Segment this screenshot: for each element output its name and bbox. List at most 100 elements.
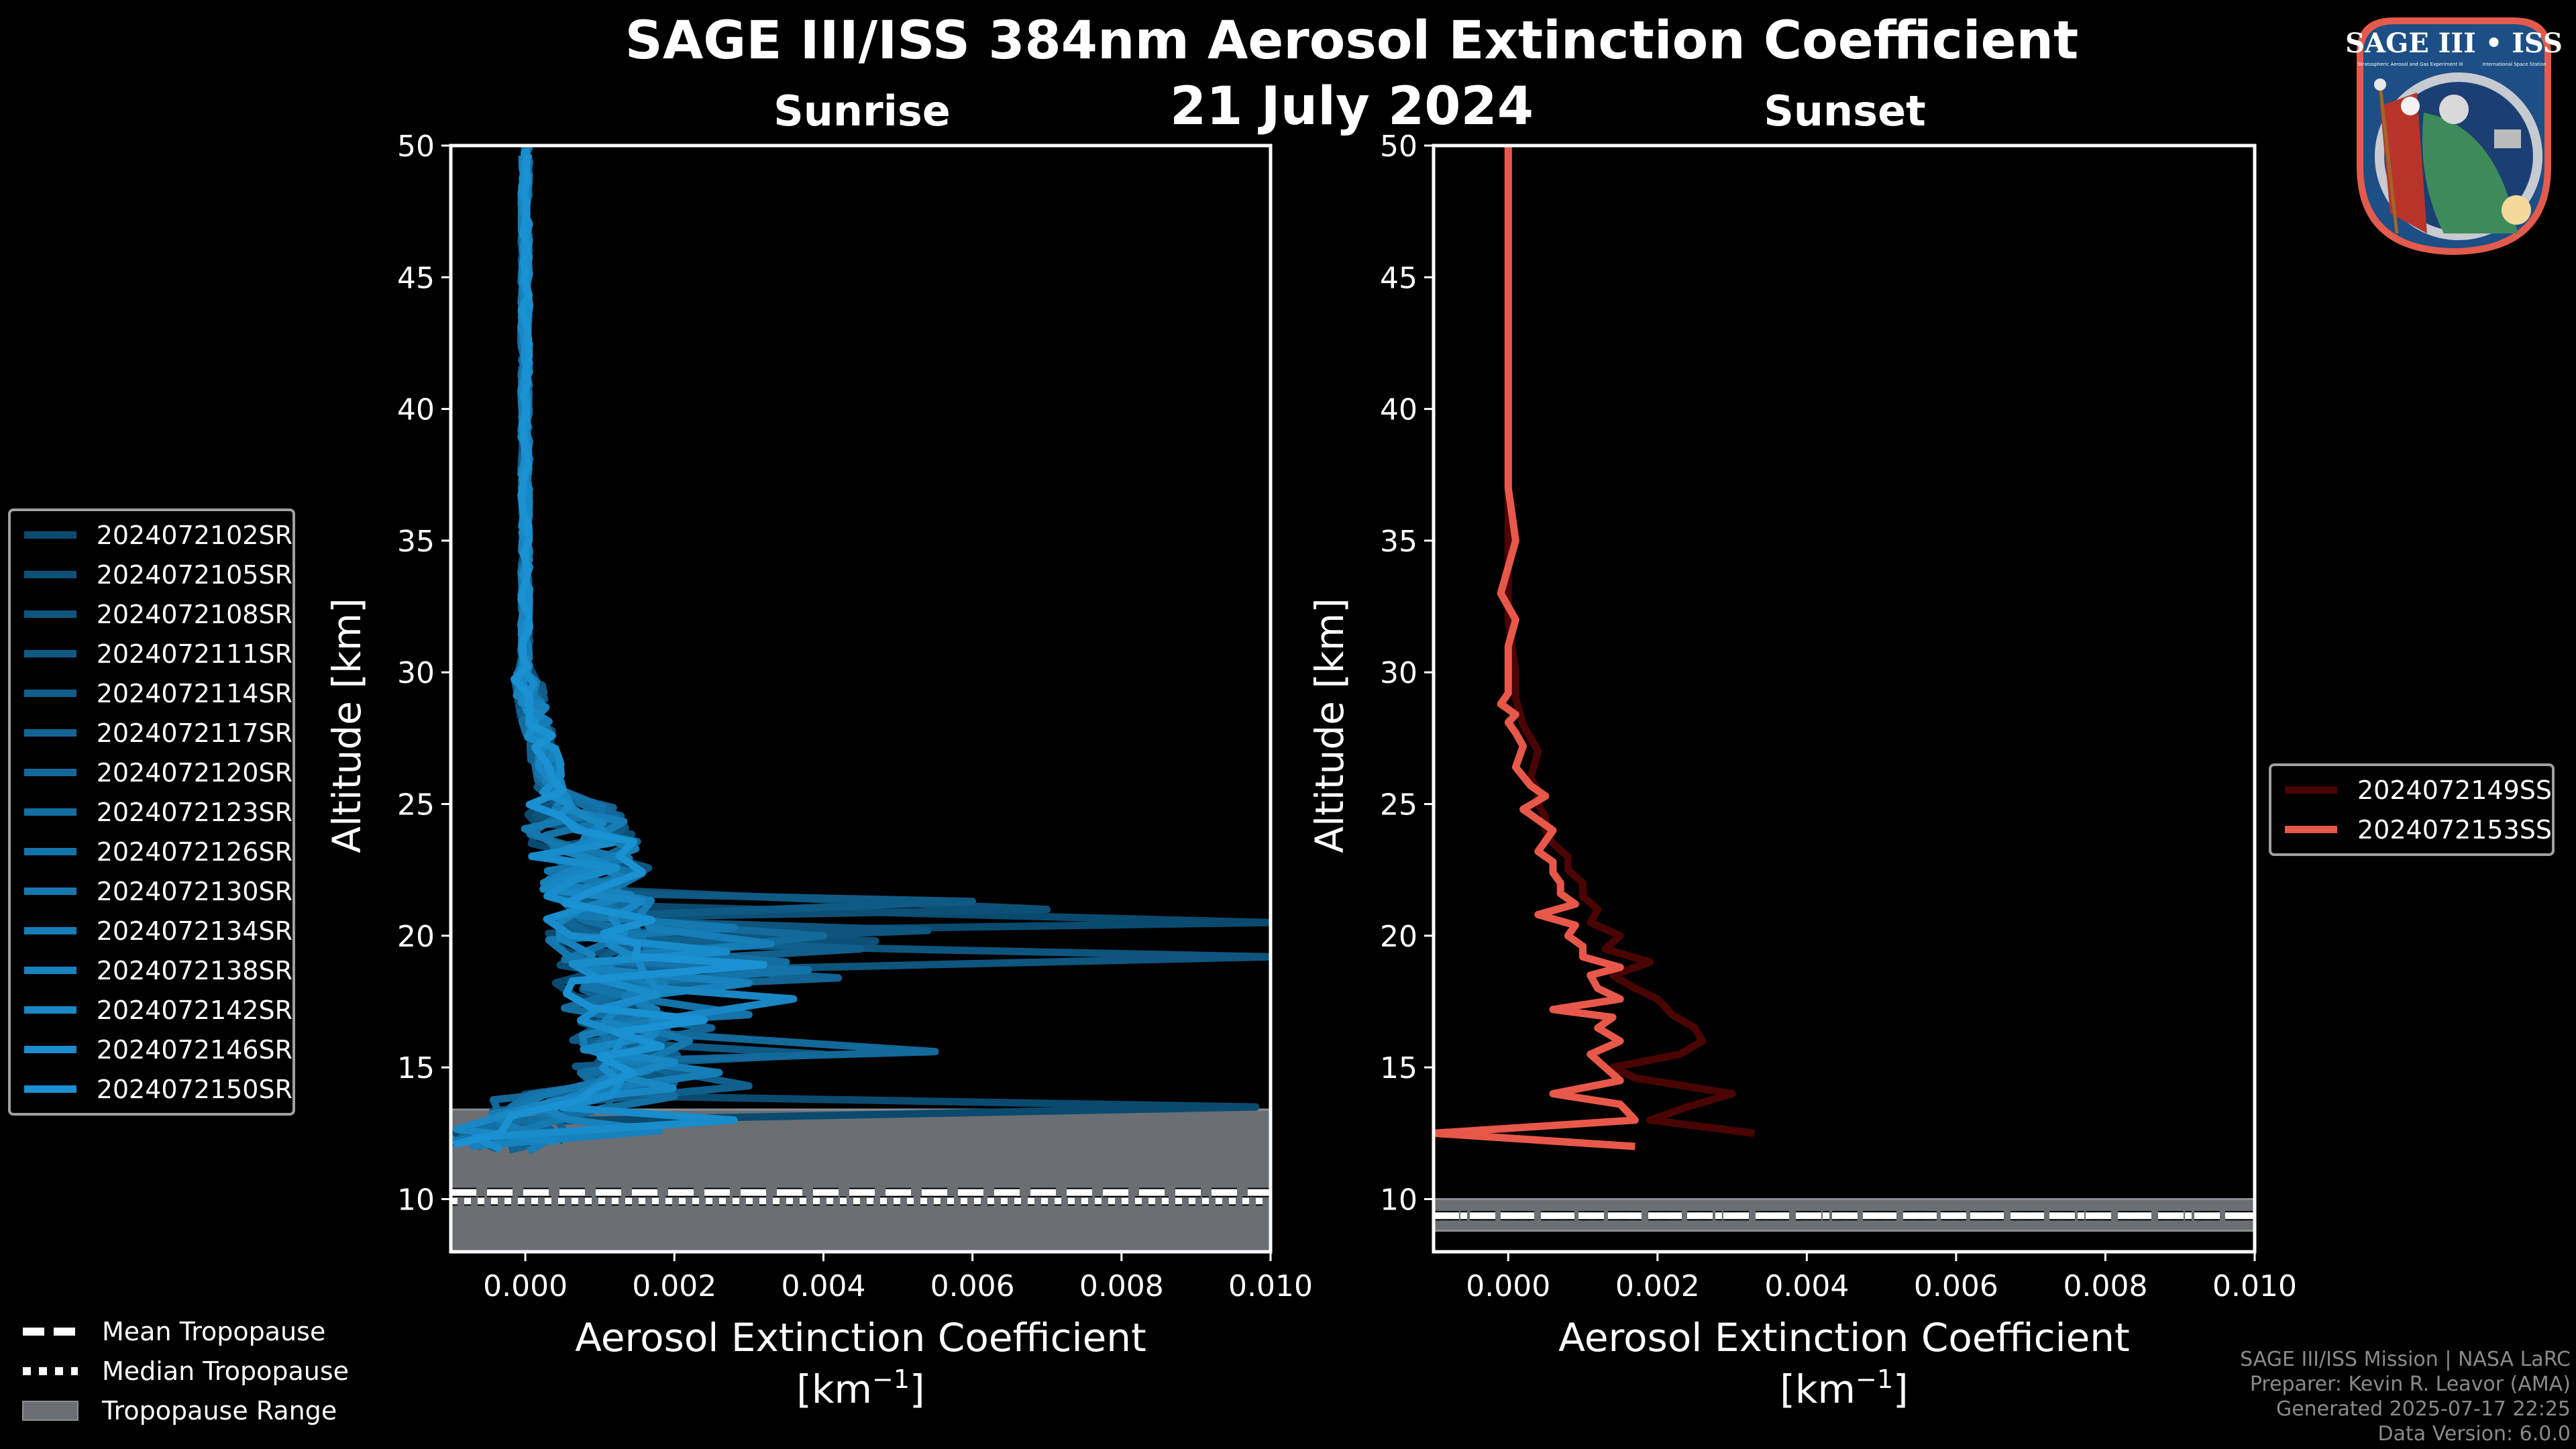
legend-item: 2024072146SR: [11, 1030, 292, 1069]
y-axis-label: Altitude [km]: [324, 598, 370, 853]
x-tick-label: 0.002: [632, 1269, 716, 1303]
footer-mission: SAGE III/ISS Mission | NASA LaRC: [2240, 1348, 2571, 1371]
legend-item: 2024072123SR: [11, 792, 292, 832]
legend-line-swatch: [24, 690, 76, 697]
y-tick-label: 40: [397, 393, 435, 427]
y-tick-label: 30: [1380, 656, 1417, 690]
legend-label: 2024072120SR: [96, 757, 292, 788]
legend-item: 2024072108SR: [11, 594, 292, 634]
profile-line-2024072149SS: [1504, 146, 1756, 1137]
sunrise-plot: 10 15 20 25 30 35 40 45 50 0.000 0.002 0.004 0.006 0.…: [324, 129, 1313, 1412]
legend-item-mean-tropopause: Mean Tropopause: [20, 1311, 349, 1351]
sunrise-panel-title: Sunrise: [773, 87, 951, 136]
legend-line-swatch: [24, 848, 76, 855]
legend-label: 2024072149SS: [2357, 775, 2552, 805]
sunrise-axes-frame: [449, 144, 1273, 1254]
x-tick-label: 0.000: [483, 1269, 568, 1303]
sunset-profiles: [1434, 146, 1756, 1150]
legend-label: 2024072130SR: [96, 876, 292, 906]
legend-item: 2024072105SR: [11, 555, 292, 594]
logo-subtitle-right: International Space Station: [2482, 62, 2546, 67]
legend-item: 2024072130SR: [11, 871, 292, 911]
legend-line-swatch: [24, 1085, 76, 1093]
y-tick-label: 15: [397, 1051, 435, 1085]
legend-label: 2024072111SR: [96, 639, 292, 669]
x-axis-label: Aerosol Extinction Coefficient: [575, 1315, 1146, 1360]
legend-label: 2024072134SR: [96, 916, 292, 946]
y-tick-label: 40: [1380, 393, 1417, 427]
sunset-panel-title: Sunset: [1764, 87, 1926, 136]
legend-label: 2024072126SR: [96, 837, 292, 867]
legend-label: 2024072142SR: [96, 995, 292, 1025]
legend-line-swatch: [24, 927, 76, 934]
y-tick-label: 35: [1380, 525, 1417, 559]
legend-item: 2024072102SR: [11, 515, 292, 555]
legend-line-swatch: [24, 1006, 76, 1014]
y-tick-label: 50: [1380, 129, 1417, 164]
profile-line-2024072150SR: [452, 153, 768, 1148]
x-tick-label: 0.000: [1466, 1269, 1550, 1303]
legend-line-swatch: [2285, 786, 2337, 794]
logo-subtitle-left: Stratospheric Aerosol and Gas Experiment…: [2357, 62, 2463, 67]
footer-credits: SAGE III/ISS Mission | NASA LaRC Prepare…: [2240, 1347, 2571, 1446]
figure-subtitle: 21 July 2024: [1169, 76, 1534, 137]
legend-item: 2024072138SR: [11, 951, 292, 990]
x-axis-units: [km−1]: [796, 1364, 924, 1412]
legend-label: 2024072138SR: [96, 955, 292, 985]
legend-label: 2024072105SR: [96, 559, 292, 590]
legend-label: Median Tropopause: [102, 1356, 349, 1386]
legend-line-swatch: [24, 531, 76, 539]
y-tick-label: 25: [1380, 788, 1417, 822]
legend-label: 2024072117SR: [96, 718, 292, 748]
y-axis-label: Altitude [km]: [1307, 598, 1352, 853]
band-swatch-icon: [22, 1400, 78, 1421]
x-tick-label: 0.006: [930, 1269, 1015, 1303]
legend-label: 2024072108SR: [96, 599, 292, 629]
x-tick-label: 0.002: [1615, 1269, 1700, 1303]
legend-label: 2024072114SR: [96, 678, 292, 708]
y-tick-label: 35: [397, 525, 435, 559]
legend-item: 2024072126SR: [11, 832, 292, 871]
footer-generated: Generated 2025-07-17 22:25: [2275, 1397, 2571, 1421]
legend-item: 2024072150SR: [11, 1069, 292, 1109]
footer-preparer: Preparer: Kevin R. Leavor (AMA): [2249, 1373, 2571, 1396]
legend-line-swatch: [24, 888, 76, 895]
profile-line-2024072153SS: [1434, 146, 1639, 1150]
x-tick-label: 0.004: [1764, 1269, 1849, 1303]
legend-line-swatch: [24, 650, 76, 657]
y-tick-label: 30: [397, 656, 435, 690]
figure-title: SAGE III/ISS 384nm Aerosol Extinction Co…: [625, 11, 2079, 71]
y-tick-label: 45: [397, 261, 435, 295]
legend-item: 2024072117SR: [11, 713, 292, 753]
x-tick-label: 0.004: [781, 1269, 865, 1303]
x-tick-label: 0.008: [2063, 1269, 2147, 1303]
legend-line-swatch: [24, 610, 76, 618]
y-tick-label: 20: [1380, 920, 1417, 954]
y-tick-label: 45: [1380, 261, 1417, 295]
sunset-axes-frame: [1432, 144, 2257, 1254]
x-tick-label: 0.010: [2212, 1269, 2297, 1303]
legend-label: Tropopause Range: [102, 1395, 337, 1426]
y-tick-label: 50: [397, 129, 435, 164]
y-tick-label: 10: [397, 1183, 435, 1217]
moon-icon: [2439, 95, 2469, 124]
y-tick-label: 10: [1380, 1183, 1417, 1217]
legend-line-swatch: [24, 769, 76, 776]
dashed-line-icon: [23, 1327, 78, 1336]
dotted-line-icon: [23, 1366, 78, 1375]
legend-label: 2024072150SR: [96, 1074, 292, 1104]
legend-item: 2024072153SS: [2271, 810, 2552, 849]
sunset-plot: 10 15 20 25 30 35 40 45 50 0.000 0.002 0.004 0.006 0.…: [1307, 129, 2297, 1412]
tropopause-legend: Mean Tropopause Median Tropopause Tropop…: [20, 1311, 349, 1430]
iss-icon: [2494, 129, 2521, 148]
y-tick-label: 15: [1380, 1051, 1417, 1085]
legend-line-swatch: [24, 571, 76, 578]
legend-line-swatch: [24, 1046, 76, 1053]
sunrise-profiles: [451, 146, 1271, 1155]
legend-item: 2024072120SR: [11, 753, 292, 792]
legend-line-swatch: [24, 729, 76, 737]
legend-item: 2024072142SR: [11, 990, 292, 1030]
y-tick-label: 20: [397, 920, 435, 954]
legend-line-swatch: [24, 967, 76, 974]
